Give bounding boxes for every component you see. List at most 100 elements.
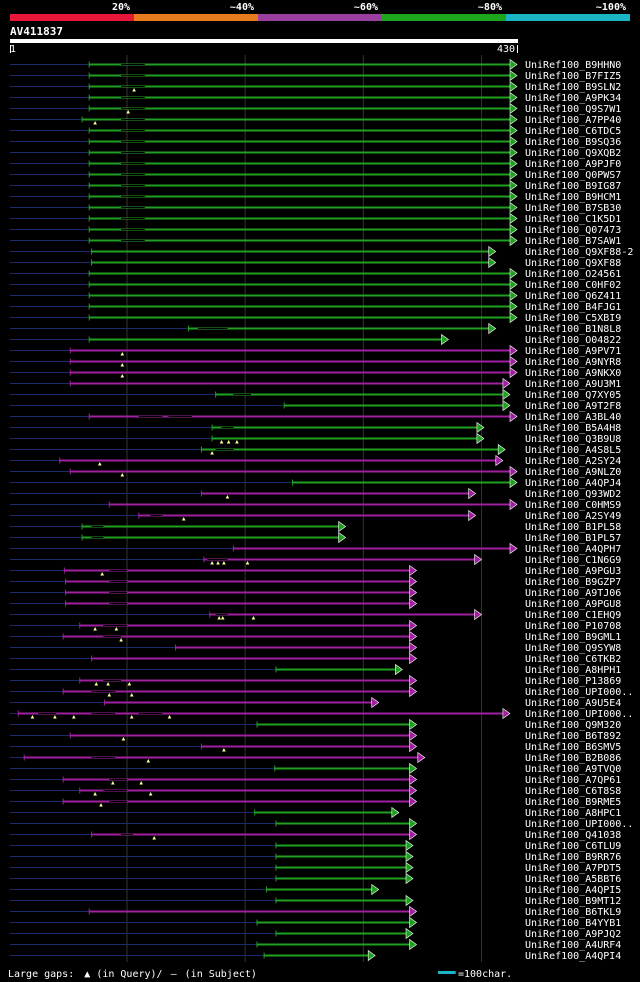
hit-row[interactable]: UniRef100_Q9XF88-2 — [10, 245, 633, 259]
hit-label[interactable]: UniRef100_B9GZP7 — [525, 577, 621, 588]
hit-label[interactable]: UniRef100_B2B086 — [525, 753, 621, 764]
hit-label[interactable]: UniRef100_Q9S7W1 — [525, 104, 621, 115]
hit-row[interactable]: UniRef100_A4S8L5 — [10, 443, 621, 457]
hit-row[interactable]: UniRef100_B1N8L8 — [10, 322, 621, 336]
hit-label[interactable]: UniRef100_A2SY24 — [525, 456, 621, 467]
hit-label[interactable]: UniRef100_Q7XY05 — [525, 390, 621, 401]
hit-row[interactable]: UniRef100_B7FIZ5 — [10, 69, 621, 83]
hit-label[interactable]: UniRef100_A4QPH7 — [525, 544, 621, 555]
hit-label[interactable]: UniRef100_C6TKB2 — [525, 654, 621, 665]
hit-label[interactable]: UniRef100_C5XBI9 — [525, 313, 621, 324]
hit-label[interactable]: UniRef100_Q9XQB2 — [525, 148, 621, 159]
hit-label[interactable]: UniRef100_A7QP61 — [525, 775, 621, 786]
hit-label[interactable]: UniRef100_O04822 — [525, 335, 621, 346]
hit-label[interactable]: UniRef100_Q9M320 — [525, 720, 621, 731]
hit-label[interactable]: UniRef100_Q9XF88-2 — [525, 247, 633, 258]
hit-label[interactable]: UniRef100_Q9XF88 — [525, 258, 621, 269]
hit-row[interactable]: UniRef100_O24561 — [10, 267, 621, 281]
hit-row[interactable]: UniRef100_A4QPJ4 — [10, 476, 621, 490]
hit-label[interactable]: UniRef100_A9NKX0 — [525, 368, 621, 379]
hit-label[interactable]: UniRef100_B9SQ36 — [525, 137, 621, 148]
hit-row[interactable]: UniRef100_A9PV71 — [10, 344, 621, 358]
hit-row[interactable]: UniRef100_B9SQ36 — [10, 135, 621, 149]
hit-label[interactable]: UniRef100_B9MT12 — [525, 896, 621, 907]
hit-row[interactable]: UniRef100_A9NYR8 — [10, 355, 621, 369]
hit-row[interactable]: UniRef100_Q9S7W1 — [10, 102, 621, 116]
hit-label[interactable]: UniRef100_A9PJQ2 — [525, 929, 621, 940]
hit-row[interactable]: UniRef100_A4QPH7 — [10, 542, 621, 556]
hit-row[interactable]: UniRef100_A5BBT6 — [10, 872, 621, 886]
hit-row[interactable]: UniRef100_A9T2F8 — [10, 399, 621, 413]
hit-label[interactable]: UniRef100_A2SY49 — [525, 511, 621, 522]
hit-label[interactable]: UniRef100_C6TDC5 — [525, 126, 621, 137]
hit-row[interactable]: UniRef100_P10708 — [10, 619, 621, 633]
hit-row[interactable]: UniRef100_A9PK34 — [10, 91, 621, 105]
hit-label[interactable]: UniRef100_A4QPJ4 — [525, 478, 621, 489]
hit-label[interactable]: UniRef100_A5BBT6 — [525, 874, 621, 885]
hit-row[interactable]: UniRef100_B5A4H8 — [10, 421, 621, 435]
hit-row[interactable]: UniRef100_A9U3M1 — [10, 377, 621, 391]
hit-row[interactable]: UniRef100_Q3B9U8 — [10, 432, 621, 446]
hit-row[interactable]: UniRef100_A4URF4 — [10, 938, 621, 952]
hit-row[interactable]: UniRef100_Q9XF88 — [10, 256, 621, 270]
hit-label[interactable]: UniRef100_B7SAW1 — [525, 236, 621, 247]
hit-row[interactable]: UniRef100_B6SMV5 — [10, 740, 621, 754]
hit-row[interactable]: UniRef100_A9PGU8 — [10, 597, 621, 611]
hit-label[interactable]: UniRef100_Q07473 — [525, 225, 621, 236]
hit-label[interactable]: UniRef100_P13869 — [525, 676, 621, 687]
hit-row[interactable]: UniRef100_A4QPI5 — [10, 883, 621, 897]
hit-label[interactable]: UniRef100_B9RME5 — [525, 797, 621, 808]
hit-label[interactable]: UniRef100_Q93WD2 — [525, 489, 621, 500]
hit-row[interactable]: UniRef100_A4QPI4 — [10, 949, 621, 963]
hit-row[interactable]: UniRef100_Q93WD2 — [10, 487, 621, 501]
hit-row[interactable]: UniRef100_B9SLN2 — [10, 80, 621, 94]
hit-row[interactable]: UniRef100_P13869 — [10, 674, 621, 688]
hit-label[interactable]: UniRef100_A9U5E4 — [525, 698, 621, 709]
hit-row[interactable]: UniRef100_A9NKX0 — [10, 366, 621, 380]
hit-row[interactable]: UniRef100_C6TKB2 — [10, 652, 621, 666]
hit-label[interactable]: UniRef100_UPI000.. — [525, 709, 633, 720]
hit-row[interactable]: UniRef100_B9RR76 — [10, 850, 621, 864]
hit-row[interactable]: UniRef100_B7SB30 — [10, 201, 621, 215]
hit-row[interactable]: UniRef100_A9NLZ0 — [10, 465, 621, 479]
hit-row[interactable]: UniRef100_C6TLU9 — [10, 839, 621, 853]
hit-row[interactable]: UniRef100_Q9XQB2 — [10, 146, 621, 160]
hit-label[interactable]: UniRef100_C6T8S8 — [525, 786, 621, 797]
hit-label[interactable]: UniRef100_B7FIZ5 — [525, 71, 621, 82]
hit-row[interactable]: UniRef100_UPI000.. — [10, 817, 633, 831]
hit-row[interactable]: UniRef100_B9GZP7 — [10, 575, 621, 589]
hit-row[interactable]: UniRef100_C1K5D1 — [10, 212, 621, 226]
hit-row[interactable]: UniRef100_Q07473 — [10, 223, 621, 237]
hit-row[interactable]: UniRef100_A3BL40 — [10, 410, 621, 424]
hit-row[interactable]: UniRef100_B9RME5 — [10, 795, 621, 809]
hit-label[interactable]: UniRef100_B9IG87 — [525, 181, 621, 192]
hit-row[interactable]: UniRef100_Q6Z411 — [10, 289, 621, 303]
hit-row[interactable]: UniRef100_A9PGU3 — [10, 564, 621, 578]
hit-row[interactable]: UniRef100_B9HCM1 — [10, 190, 621, 204]
hit-label[interactable]: UniRef100_O24561 — [525, 269, 621, 280]
hit-label[interactable]: UniRef100_B4FJG1 — [525, 302, 621, 313]
hit-label[interactable]: UniRef100_Q9SYW8 — [525, 643, 621, 654]
hit-row[interactable]: UniRef100_B9MT12 — [10, 894, 621, 908]
hit-label[interactable]: UniRef100_A8HPH1 — [525, 665, 621, 676]
hit-row[interactable]: UniRef100_A9TVQ0 — [10, 762, 621, 776]
hit-label[interactable]: UniRef100_A7PP40 — [525, 115, 621, 126]
hit-label[interactable]: UniRef100_A9PGU3 — [525, 566, 621, 577]
hit-label[interactable]: UniRef100_A4QPI4 — [525, 951, 621, 962]
hit-row[interactable]: UniRef100_B4YYB1 — [10, 916, 621, 930]
hit-label[interactable]: UniRef100_C1EHQ9 — [525, 610, 621, 621]
hit-label[interactable]: UniRef100_A9PJF0 — [525, 159, 621, 170]
hit-row[interactable]: UniRef100_B4FJG1 — [10, 300, 621, 314]
hit-label[interactable]: UniRef100_B9GML1 — [525, 632, 621, 643]
hit-label[interactable]: UniRef100_B9HHN0 — [525, 60, 621, 71]
hit-label[interactable]: UniRef100_Q41038 — [525, 830, 621, 841]
hit-label[interactable]: UniRef100_A9PGU8 — [525, 599, 621, 610]
hit-label[interactable]: UniRef100_A9U3M1 — [525, 379, 621, 390]
hit-row[interactable]: UniRef100_C6TDC5 — [10, 124, 621, 138]
hit-row[interactable]: UniRef100_B1PL57 — [10, 531, 621, 545]
hit-label[interactable]: UniRef100_Q0PWS7 — [525, 170, 621, 181]
hit-row[interactable]: UniRef100_A7PP40 — [10, 113, 621, 127]
hit-row[interactable]: UniRef100_C5XBI9 — [10, 311, 621, 325]
hit-row[interactable]: UniRef100_B2B086 — [10, 751, 621, 765]
hit-label[interactable]: UniRef100_UPI000.. — [525, 819, 633, 830]
